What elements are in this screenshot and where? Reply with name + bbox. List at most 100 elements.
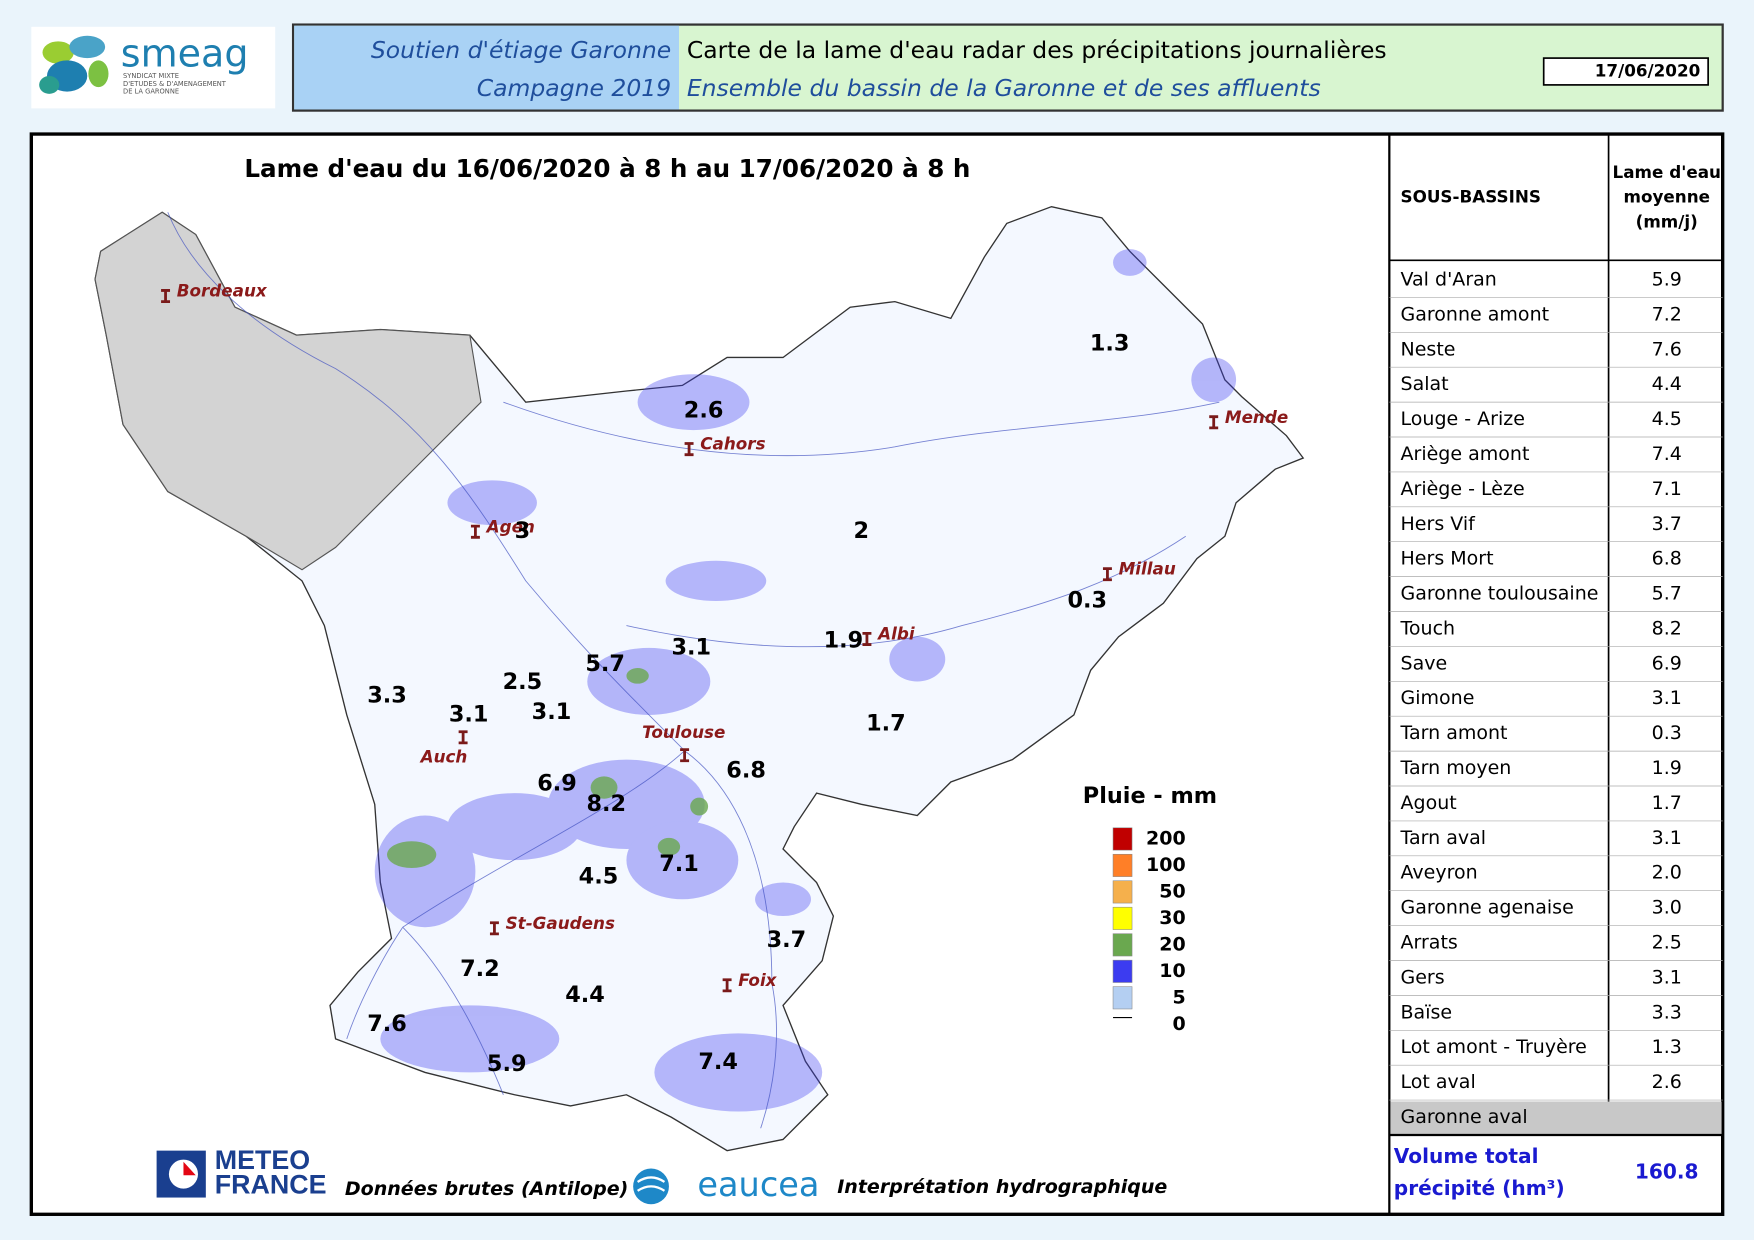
basin-value: 2.6 [684, 398, 724, 424]
meteo-logo-text: METEO [215, 1145, 310, 1175]
logo-tagline: SYNDICAT MIXTE [123, 72, 179, 80]
rivers [167, 212, 1220, 1129]
city-marker [1209, 415, 1219, 430]
no-data-area [94, 211, 482, 571]
row-name: Lot aval [1401, 1071, 1476, 1093]
row-value: 6.8 [1652, 548, 1682, 570]
map [94, 205, 1305, 1152]
row-name: Garonne aval [1401, 1106, 1528, 1128]
row-name: Hers Mort [1401, 548, 1494, 570]
footer-interpretation: Interprétation hydrographique [837, 1176, 1167, 1198]
row-name: Tarn amont [1400, 722, 1508, 744]
legend-label: 100 [1146, 854, 1186, 876]
row-name: Lot amont - Truyère [1401, 1036, 1587, 1058]
row-name: Tarn aval [1400, 827, 1487, 849]
basin-value: 6.8 [726, 757, 766, 783]
legend-label: 5 [1172, 986, 1185, 1008]
row-name: Salat [1401, 373, 1449, 395]
total-label: précipité (hm³) [1394, 1176, 1565, 1200]
legend-label: 50 [1159, 880, 1185, 902]
legend-swatch [1112, 906, 1133, 930]
footer-eaucea: eaucea [697, 1165, 819, 1204]
total-label: Volume total [1394, 1144, 1539, 1168]
legend-label: 200 [1146, 827, 1186, 849]
header-subtitle: Ensemble du bassin de la Garonne et de s… [687, 74, 1321, 102]
row-name: Neste [1401, 338, 1456, 360]
header-date: 17/06/2020 [1595, 61, 1701, 81]
city-marker [458, 730, 468, 745]
city-label: Toulouse [642, 722, 725, 742]
city-marker [684, 442, 694, 457]
basin-value: 3.1 [449, 701, 489, 727]
basin-value: 6.9 [537, 771, 577, 797]
basin-value: 8.2 [586, 791, 626, 817]
legend-swatch [1112, 986, 1133, 1010]
rain-areas-20mm [387, 668, 709, 868]
legend-label: 10 [1159, 960, 1185, 982]
basin-value: 3.7 [767, 927, 807, 953]
row-name: Arrats [1401, 932, 1458, 954]
row-value: 3.0 [1652, 897, 1682, 919]
city-marker [470, 524, 480, 539]
legend-title: Pluie - mm [1083, 783, 1217, 809]
basin-value: 3.3 [367, 682, 407, 708]
row-name: Aveyron [1401, 862, 1478, 884]
city-label: St-Gaudens [506, 913, 615, 933]
basin-value: 2 [854, 518, 870, 544]
row-value: 1.9 [1652, 757, 1682, 779]
row-value: 8.2 [1652, 617, 1682, 639]
row-value: 1.3 [1652, 1036, 1682, 1058]
row-name: Gimone [1401, 687, 1475, 709]
logo-tagline: DE LA GARONNE [123, 88, 179, 96]
row-name: Ariège amont [1401, 443, 1530, 465]
basin-value: 0.3 [1067, 588, 1107, 614]
city-marker [722, 978, 732, 993]
row-name: Val d'Aran [1401, 268, 1497, 290]
basin-value: 4.4 [565, 982, 605, 1008]
row-value: 3.3 [1652, 1001, 1682, 1023]
header-title: Carte de la lame d'eau radar des précipi… [687, 36, 1387, 64]
basin-value: 3 [515, 518, 531, 544]
row-name: Save [1401, 652, 1448, 674]
meteo-logo-text: FRANCE [215, 1169, 327, 1199]
basin-value: 2.5 [503, 669, 543, 695]
city-label: Cahors [700, 434, 765, 454]
footer-source: Données brutes (Antilope) [345, 1178, 628, 1200]
header-left-text: Soutien d'étiage Garonne [371, 36, 671, 64]
row-value: 4.5 [1652, 408, 1682, 430]
basin-value: 3.1 [532, 699, 572, 725]
row-value: 6.9 [1652, 652, 1682, 674]
row-name: Garonne agenaise [1401, 897, 1574, 919]
row-value: 2.0 [1652, 862, 1682, 884]
row-value: 7.2 [1652, 303, 1682, 325]
row-name: Garonne toulousaine [1401, 583, 1599, 605]
basin-value: 7.6 [367, 1011, 407, 1037]
basin-value: 7.1 [659, 851, 699, 877]
eaucea-icon [633, 1168, 669, 1205]
row-value: 2.6 [1652, 1071, 1682, 1093]
total-value: 160.8 [1635, 1159, 1699, 1183]
row-value: 7.4 [1652, 443, 1682, 465]
basin-value: 5.7 [585, 651, 625, 677]
row-name: Gers [1401, 966, 1445, 988]
meteo-logo-icon [156, 1150, 206, 1198]
legend-swatch [1112, 827, 1133, 851]
basin-value: 4.5 [579, 863, 619, 889]
table-header-name: SOUS-BASSINS [1401, 187, 1541, 207]
legend-label: 20 [1159, 933, 1185, 955]
header-left [294, 25, 680, 110]
rain-areas [374, 249, 1237, 1112]
city-label: Albi [876, 624, 915, 644]
legend-swatch [1112, 880, 1133, 904]
logo-icon [39, 35, 109, 94]
row-name: Tarn moyen [1400, 757, 1512, 779]
table-header-value: (mm/j) [1636, 211, 1698, 231]
city-label: Mende [1225, 407, 1288, 427]
legend-label: 30 [1159, 907, 1185, 929]
row-value: 1.7 [1652, 792, 1682, 814]
row-value: 3.1 [1652, 687, 1682, 709]
map-title: Lame d'eau du 16/06/2020 à 8 h au 17/06/… [244, 154, 970, 183]
city-marker [1102, 567, 1112, 582]
